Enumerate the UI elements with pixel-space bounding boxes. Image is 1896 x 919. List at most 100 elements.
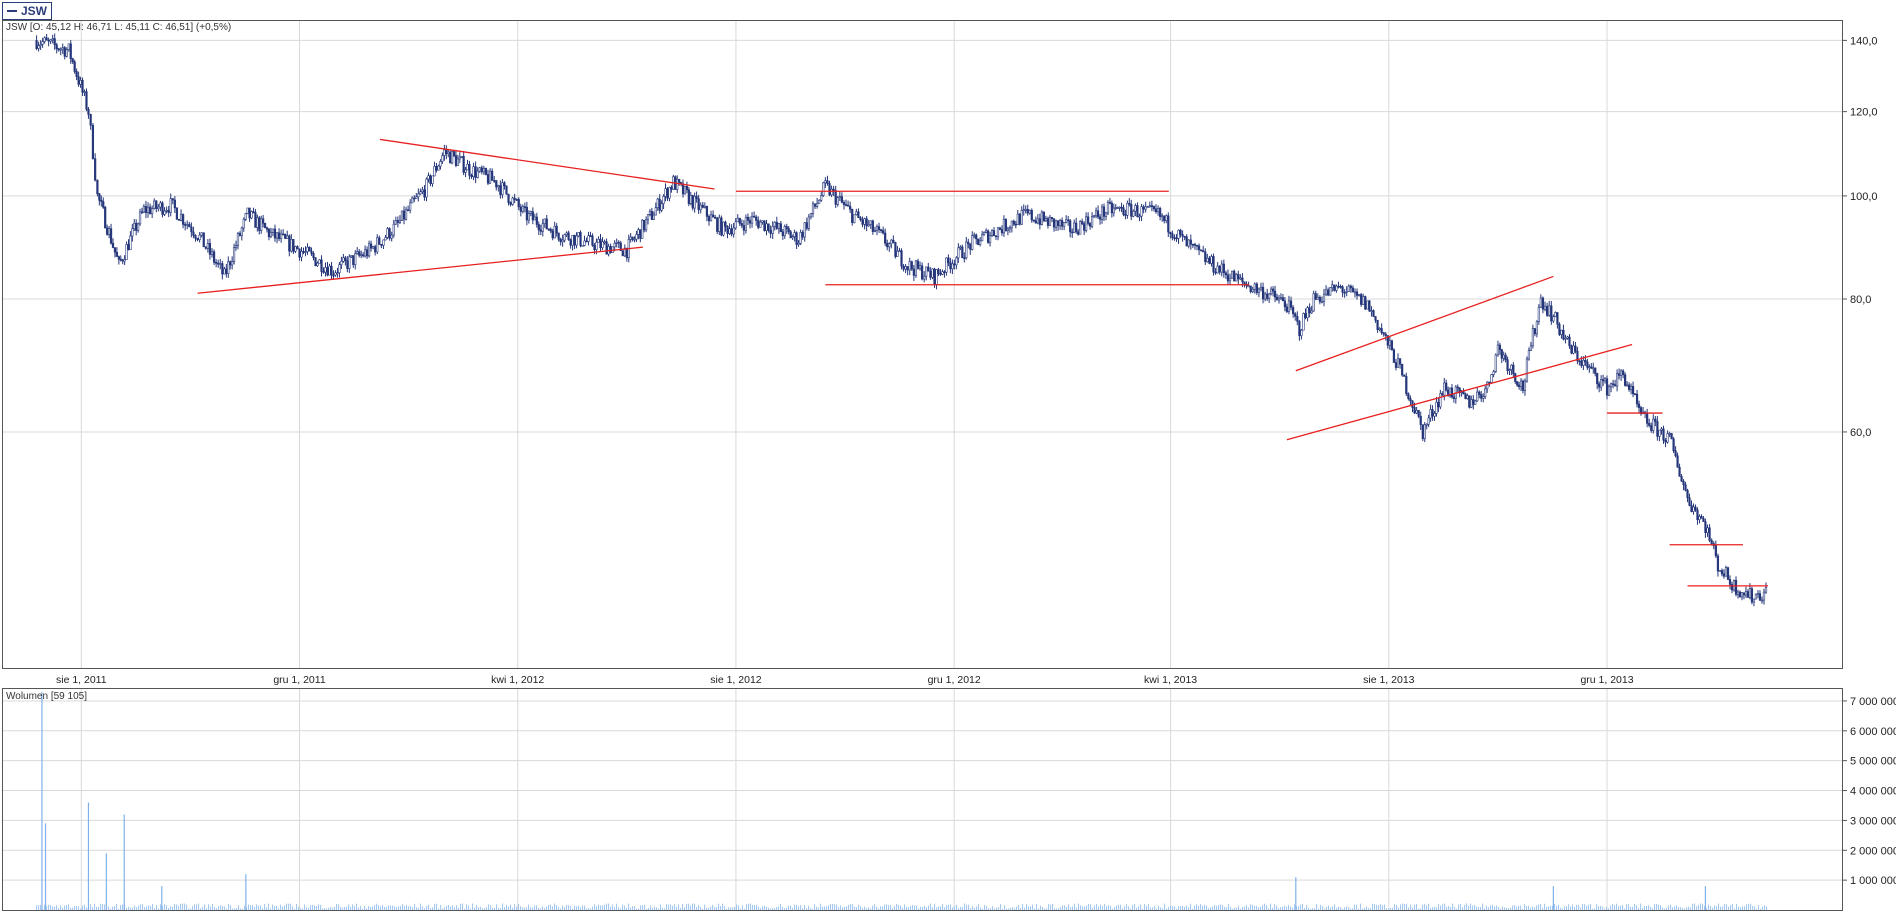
- price-candle-body: [1028, 210, 1031, 214]
- price-candle-body: [91, 124, 95, 160]
- price-candle-body: [781, 231, 784, 237]
- price-candle-body: [1114, 207, 1117, 209]
- price-candle-body: [888, 243, 891, 248]
- price-candle-body: [1239, 277, 1242, 280]
- price-candle-body: [601, 241, 604, 249]
- price-candle-body: [254, 212, 257, 228]
- price-candle-body: [1376, 319, 1379, 330]
- price-candle-body: [855, 211, 858, 216]
- price-candle-body: [697, 198, 700, 211]
- price-candle-body: [1251, 288, 1254, 293]
- price-candle-body: [1152, 205, 1156, 210]
- price-candle-body: [859, 217, 862, 221]
- price-candle-body: [693, 195, 696, 209]
- price-candle-body: [551, 230, 554, 239]
- price-candle-body: [284, 234, 287, 239]
- price-candle-body: [234, 245, 238, 248]
- price-candle-body: [454, 155, 458, 166]
- price-candle-body: [716, 217, 719, 232]
- price-candle-body: [129, 235, 132, 251]
- price-candle-body: [775, 221, 778, 229]
- price-candle-body: [1226, 274, 1230, 282]
- price-candle-body: [478, 167, 481, 172]
- price-candle-body: [816, 202, 819, 207]
- price-candle-body: [1098, 216, 1102, 220]
- trendline: [197, 246, 644, 294]
- price-candle-body: [380, 243, 383, 246]
- price-candle-body: [423, 189, 426, 198]
- price-candle-body: [1090, 216, 1094, 227]
- price-candle-body: [1502, 354, 1505, 359]
- price-candle-body: [1435, 401, 1438, 414]
- price-candle-body: [615, 241, 618, 244]
- price-candle-body: [863, 218, 866, 225]
- price-candle-body: [969, 243, 972, 250]
- price-candle-body: [1380, 328, 1383, 333]
- price-candle-body: [1362, 296, 1365, 305]
- price-candle-body: [398, 220, 402, 223]
- price-candle-body: [641, 219, 644, 239]
- price-candle-body: [1758, 593, 1762, 601]
- price-candle-body: [507, 193, 510, 203]
- price-candle-body: [1498, 344, 1501, 350]
- price-candle-body: [1716, 555, 1720, 572]
- price-candle-body: [1627, 384, 1631, 390]
- price-candle-body: [1631, 385, 1635, 395]
- price-candle-body: [1694, 506, 1697, 511]
- price-candle-body: [1562, 329, 1565, 340]
- price-candle-body: [497, 185, 500, 188]
- ticker-legend[interactable]: JSW: [2, 2, 53, 20]
- price-candle-body: [998, 227, 1002, 230]
- price-candle-body: [404, 209, 408, 220]
- price-candle-body: [1268, 293, 1271, 299]
- price-candle-body: [886, 242, 889, 248]
- price-candle-body: [986, 230, 990, 243]
- price-candle-body: [1079, 221, 1082, 235]
- price-candle-body: [555, 225, 558, 234]
- price-candle-body: [1392, 349, 1396, 363]
- price-candle-body: [1578, 360, 1581, 363]
- price-candle-body: [565, 232, 568, 235]
- price-candle-body: [701, 204, 704, 208]
- price-candle-body: [535, 216, 538, 225]
- price-candle-body: [324, 267, 327, 273]
- price-candle-body: [470, 174, 473, 177]
- price-candle-body: [527, 213, 530, 221]
- price-candle-body: [1682, 480, 1685, 486]
- price-candle-body: [1666, 433, 1669, 443]
- price-candle-body: [1052, 218, 1056, 228]
- price-candle-body: [963, 257, 966, 260]
- price-candle-body: [643, 219, 646, 231]
- price-candle-body: [890, 239, 893, 245]
- price-candle-body: [575, 235, 578, 246]
- price-candle-body: [1016, 213, 1019, 225]
- price-candle-body: [100, 199, 103, 202]
- price-candle-body: [1353, 291, 1357, 294]
- x-tick-label: sie 1, 2012: [710, 674, 762, 686]
- price-candle-body: [1222, 263, 1225, 274]
- price-candle-body: [1626, 384, 1629, 387]
- price-candle-body: [1484, 388, 1487, 397]
- price-candle-body: [1546, 305, 1549, 316]
- price-candle-body: [1580, 360, 1583, 366]
- price-candle-body: [898, 250, 901, 252]
- price-candle-body: [35, 40, 38, 49]
- price-candle-body: [529, 211, 532, 214]
- price-candle-body: [1231, 270, 1234, 279]
- price-candle-body: [1128, 202, 1131, 205]
- price-candle-body: [1686, 489, 1689, 499]
- price-candle-body: [1388, 340, 1391, 346]
- price-candle-body: [593, 244, 596, 251]
- price-candle-body: [746, 216, 750, 221]
- price-candle-body: [1002, 219, 1006, 234]
- price-candle-body: [1750, 588, 1754, 603]
- price-candle-body: [1370, 310, 1373, 312]
- price-candle-body: [1012, 220, 1015, 225]
- price-candle-body: [61, 47, 64, 50]
- price-candle-body: [1318, 296, 1321, 302]
- price-candle-body: [367, 243, 371, 257]
- price-candle-body: [221, 263, 224, 275]
- price-candle-body: [1159, 208, 1162, 217]
- price-candle-body: [1040, 211, 1043, 225]
- price-candle-body: [468, 163, 471, 176]
